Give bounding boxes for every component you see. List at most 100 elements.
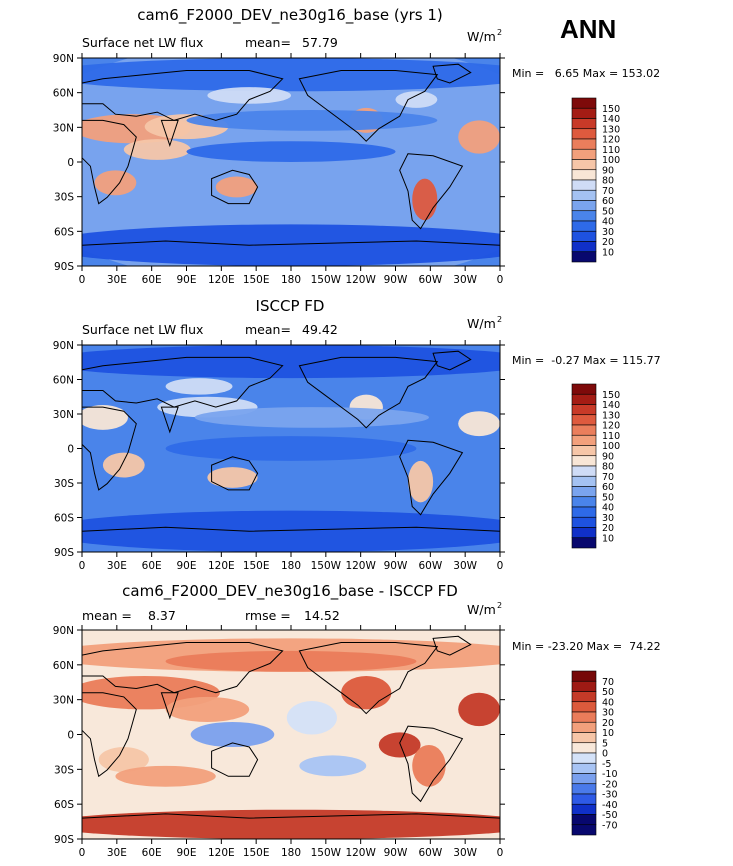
lon-tick-label: 120W: [345, 560, 376, 572]
colorbar-box: [571, 118, 597, 130]
lon-tick-label: 180: [281, 560, 301, 572]
coastline: [82, 240, 500, 266]
colorbar-label: 40: [602, 503, 614, 514]
colorbar-label: 10: [602, 533, 614, 544]
colorbar-box: [571, 128, 597, 140]
rmse-label: rmse =: [245, 608, 291, 623]
lon-tick-label: 90E: [177, 274, 197, 286]
lon-tick-label: 30W: [453, 274, 477, 286]
field-region: [215, 176, 258, 198]
field-region: [186, 141, 396, 163]
colorbar-box: [571, 824, 597, 836]
lon-tick-label: 90W: [384, 560, 408, 572]
colorbar-label: 40: [602, 697, 614, 708]
colorbar-box: [571, 241, 597, 253]
colorbar-box: [571, 414, 597, 426]
lon-tick-label: 30E: [107, 560, 127, 572]
colorbar-box: [571, 475, 597, 487]
coastline: [211, 742, 259, 777]
field-region: [186, 110, 438, 131]
colorbar-box: [571, 169, 597, 181]
variable-label: Surface net LW flux: [82, 322, 203, 337]
coastline: [160, 119, 179, 147]
colorbar-box: [571, 445, 597, 457]
lon-tick-label: 60E: [142, 274, 162, 286]
lon-tick-label: 60W: [418, 560, 442, 572]
colorbar-box: [571, 506, 597, 518]
coastline: [82, 692, 137, 778]
colorbar-box: [571, 537, 597, 549]
colorbar-box: [571, 773, 597, 785]
colorbar-box: [571, 230, 597, 242]
lon-tick-label: 120W: [345, 847, 376, 859]
mean-label: mean=: [245, 322, 291, 337]
lon-tick-label: 180: [281, 847, 301, 859]
colorbar-label: 120: [602, 421, 620, 432]
colorbar-box: [571, 814, 597, 826]
colorbar-box: [571, 783, 597, 795]
mean-value: 49.42: [302, 322, 338, 337]
colorbar-label: -70: [602, 820, 618, 831]
colorbar-box: [571, 711, 597, 723]
lat-tick-label: 30S: [54, 764, 74, 776]
lat-tick-label: 60S: [54, 226, 74, 238]
colorbar-label: 140: [602, 114, 620, 125]
field-region: [299, 755, 367, 777]
lon-tick-label: 120E: [208, 560, 235, 572]
lon-tick-label: 60E: [142, 560, 162, 572]
colorbar-label: -20: [602, 779, 618, 790]
lat-tick-label: 0: [67, 730, 74, 742]
coastline: [298, 70, 439, 142]
panel-title: ISCCP FD: [256, 297, 325, 315]
coastline: [432, 63, 472, 84]
field-region: [123, 139, 191, 160]
colorbar-label: 70: [602, 677, 614, 688]
field-region: [378, 732, 421, 758]
lon-tick-label: 30W: [453, 847, 477, 859]
map-field: [82, 58, 500, 266]
colorbar-label: 20: [602, 237, 614, 248]
lon-tick-label: 0: [79, 847, 86, 859]
colorbar-box: [571, 404, 597, 416]
colorbar-label: 40: [602, 217, 614, 228]
colorbar-box: [571, 393, 597, 405]
colorbar-label: 30: [602, 708, 614, 719]
field-region: [82, 224, 500, 266]
colorbar-box: [571, 803, 597, 815]
colorbar-box: [571, 486, 597, 498]
colorbar-label: 30: [602, 513, 614, 524]
colorbar-box: [571, 148, 597, 160]
season-label: ANN: [560, 14, 617, 44]
lat-tick-label: 90N: [53, 625, 74, 637]
lon-tick-label: 0: [79, 274, 86, 286]
colorbar-label: 20: [602, 718, 614, 729]
colorbar-box: [571, 210, 597, 222]
lat-tick-label: 90S: [54, 261, 74, 273]
colorbar-label: 60: [602, 482, 614, 493]
lon-tick-label: 150W: [311, 560, 342, 572]
lon-tick-label: 120E: [208, 847, 235, 859]
lon-tick-label: 60E: [142, 847, 162, 859]
colorbar-label: 30: [602, 227, 614, 238]
colorbar-box: [571, 189, 597, 201]
min-max-label: Min = -23.20 Max = 74.22: [512, 640, 661, 653]
coastline: [298, 642, 439, 715]
mean-value: 57.79: [302, 35, 338, 50]
colorbar-label: 140: [602, 400, 620, 411]
colorbar-label: 110: [602, 431, 620, 442]
field-region: [82, 405, 128, 430]
lon-tick-label: 90W: [384, 274, 408, 286]
colorbar-box: [571, 455, 597, 467]
lon-tick-label: 120E: [208, 274, 235, 286]
colorbar-box: [571, 732, 597, 744]
coastline: [82, 70, 284, 121]
coastline: [160, 406, 179, 434]
coastline: [399, 153, 464, 230]
lat-tick-label: 60S: [54, 513, 74, 525]
colorbar-box: [571, 179, 597, 191]
colorbar-box: [571, 200, 597, 212]
lon-tick-label: 60W: [418, 274, 442, 286]
colorbar-box: [571, 383, 597, 395]
lat-tick-label: 30N: [53, 409, 74, 421]
